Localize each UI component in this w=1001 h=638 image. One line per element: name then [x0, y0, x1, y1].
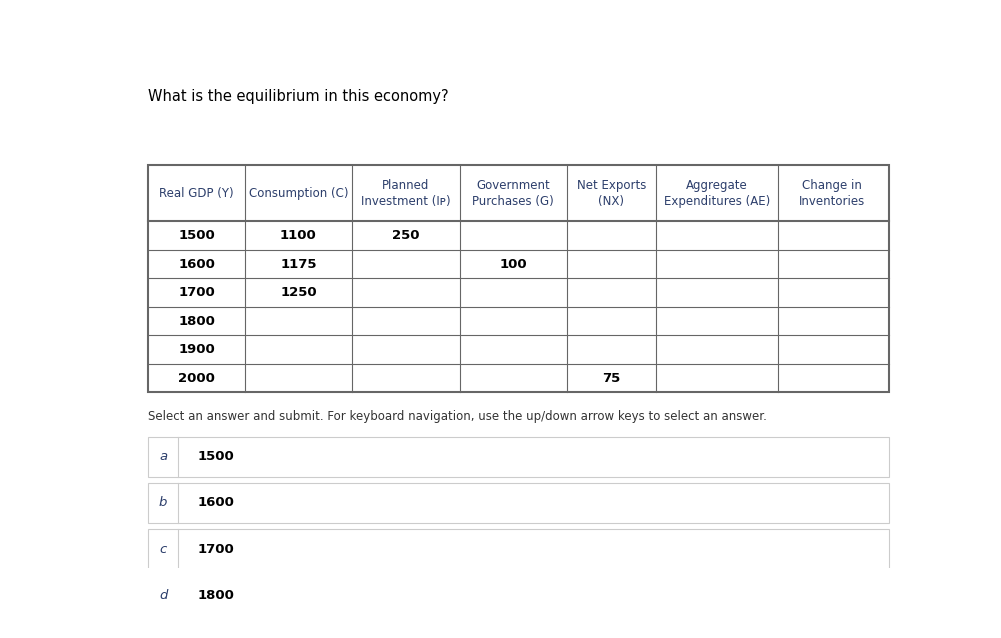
Text: 1100: 1100 [280, 229, 316, 242]
Text: 1800: 1800 [197, 589, 234, 602]
Text: Consumption (C): Consumption (C) [248, 187, 348, 200]
Text: 1600: 1600 [178, 258, 215, 271]
Text: c: c [159, 543, 167, 556]
Text: 1500: 1500 [178, 229, 215, 242]
Text: b: b [159, 496, 167, 510]
Text: Change in
Inventories: Change in Inventories [799, 179, 865, 208]
Text: 1175: 1175 [280, 258, 316, 271]
Text: 1800: 1800 [178, 315, 215, 328]
Text: a: a [159, 450, 167, 463]
Text: Planned
Investment (Iᴘ): Planned Investment (Iᴘ) [361, 179, 450, 208]
Text: Government
Purchases (G): Government Purchases (G) [472, 179, 555, 208]
Text: 100: 100 [499, 258, 528, 271]
Text: 1900: 1900 [178, 343, 215, 356]
Text: 1700: 1700 [178, 286, 215, 299]
Bar [148, 483, 889, 523]
Text: 1250: 1250 [280, 286, 316, 299]
Text: Real GDP (Y): Real GDP (Y) [159, 187, 234, 200]
Text: Aggregate
Expenditures (AE): Aggregate Expenditures (AE) [664, 179, 770, 208]
Text: 1500: 1500 [197, 450, 234, 463]
Text: 250: 250 [392, 229, 419, 242]
Bar [148, 436, 889, 477]
Text: What is the equilibrium in this economy?: What is the equilibrium in this economy? [148, 89, 449, 104]
Text: 2000: 2000 [178, 372, 215, 385]
Bar [148, 529, 889, 569]
Text: 1700: 1700 [197, 543, 234, 556]
Text: 1600: 1600 [197, 496, 234, 510]
Text: Select an answer and submit. For keyboard navigation, use the up/down arrow keys: Select an answer and submit. For keyboar… [148, 410, 768, 422]
Text: d: d [159, 589, 167, 602]
Bar [148, 575, 889, 616]
Text: 75: 75 [603, 372, 621, 385]
Text: Net Exports
(NX): Net Exports (NX) [577, 179, 646, 208]
